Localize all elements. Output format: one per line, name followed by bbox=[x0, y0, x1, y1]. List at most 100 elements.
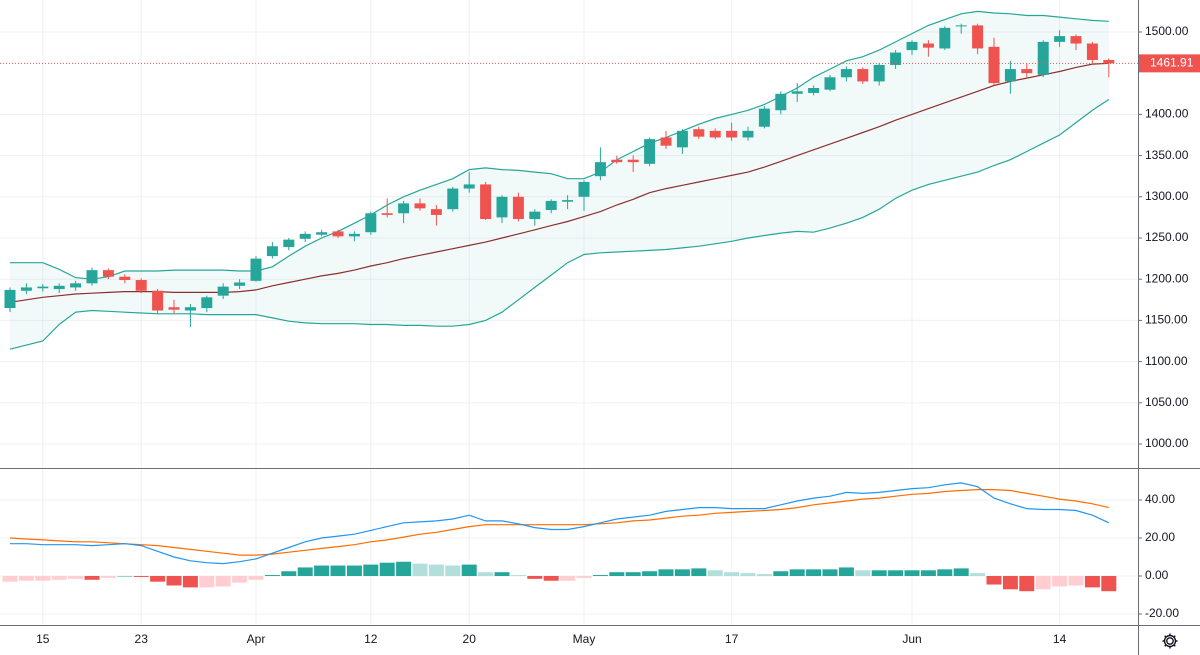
macd-line bbox=[10, 482, 1110, 565]
x-tick-label: 23 bbox=[135, 632, 149, 646]
x-tick-label: Apr bbox=[247, 632, 266, 646]
histogram-bar bbox=[461, 564, 477, 576]
histogram-bar bbox=[117, 575, 133, 577]
histogram-bar bbox=[248, 575, 264, 580]
candle-body bbox=[201, 297, 213, 309]
histogram-bar bbox=[445, 565, 461, 576]
candle-body bbox=[447, 188, 459, 210]
histogram-bar bbox=[35, 575, 51, 581]
candle-body bbox=[594, 162, 606, 177]
histogram-bar bbox=[2, 575, 18, 582]
histogram-bar bbox=[1019, 575, 1035, 592]
histogram-bar bbox=[871, 570, 887, 576]
candle-body bbox=[430, 209, 442, 215]
histogram-bar bbox=[1002, 575, 1018, 590]
histogram-bar bbox=[510, 575, 526, 576]
histogram-bar bbox=[478, 572, 494, 576]
x-tick-label: May bbox=[573, 632, 596, 646]
candle-body bbox=[168, 307, 180, 310]
candle-body bbox=[742, 130, 754, 138]
candle-body bbox=[496, 196, 508, 218]
histogram-bar bbox=[182, 575, 198, 588]
histogram-bar bbox=[609, 572, 625, 576]
histogram-bar bbox=[1068, 575, 1084, 586]
settings-icon[interactable] bbox=[1162, 633, 1178, 649]
histogram-bar bbox=[1101, 575, 1117, 592]
bollinger-fill bbox=[10, 11, 1109, 350]
histogram-bar bbox=[1084, 575, 1100, 588]
candle-body bbox=[152, 290, 164, 311]
x-tick-label: 12 bbox=[364, 632, 378, 646]
y-tick-label: 1350.00 bbox=[1145, 148, 1189, 162]
histogram-bar bbox=[379, 562, 395, 576]
histogram-bar bbox=[346, 565, 362, 576]
histogram-bar bbox=[428, 564, 444, 576]
histogram-bar bbox=[264, 575, 280, 576]
candle-body bbox=[463, 184, 475, 189]
candle-body bbox=[890, 52, 902, 65]
last-price-label: 1461.91 bbox=[1150, 56, 1194, 70]
candle-body bbox=[611, 159, 623, 163]
price-pane bbox=[0, 0, 1138, 468]
candle-body bbox=[972, 25, 984, 49]
candle-body bbox=[857, 69, 869, 82]
histogram-bar bbox=[543, 575, 559, 581]
histogram-bar bbox=[363, 564, 379, 576]
candle-body bbox=[414, 203, 426, 209]
candle-body bbox=[1054, 36, 1066, 42]
y-tick-label: 1300.00 bbox=[1145, 189, 1189, 203]
histogram-bar bbox=[658, 569, 674, 576]
candle-body bbox=[529, 211, 541, 220]
candle-body bbox=[217, 286, 229, 296]
signal-line bbox=[9, 489, 1109, 556]
candle-body bbox=[545, 200, 557, 210]
y-tick-label: 1000.00 bbox=[1145, 436, 1189, 450]
histogram-bar bbox=[314, 565, 330, 576]
histogram-bar bbox=[707, 570, 723, 576]
histogram-bar bbox=[396, 561, 412, 576]
macd-pane bbox=[0, 470, 1138, 625]
candle-body bbox=[70, 283, 82, 288]
candle-body bbox=[726, 130, 738, 138]
candle-body bbox=[676, 130, 688, 148]
histogram-bar bbox=[527, 575, 543, 579]
histogram-bar bbox=[970, 573, 986, 576]
histogram-bar bbox=[986, 575, 1002, 585]
y-tick-label: 20.00 bbox=[1145, 530, 1175, 544]
histogram-bar bbox=[855, 570, 871, 576]
candle-body bbox=[37, 286, 49, 289]
histogram-bar bbox=[281, 571, 297, 576]
histogram-bar bbox=[297, 567, 313, 576]
histogram-bar bbox=[330, 565, 346, 576]
histogram-bar bbox=[1052, 575, 1068, 587]
candle-body bbox=[644, 139, 656, 164]
histogram-bar bbox=[133, 575, 149, 577]
x-tick-label: 20 bbox=[463, 632, 477, 646]
candle-body bbox=[119, 276, 131, 281]
y-tick-label: 1250.00 bbox=[1145, 230, 1189, 244]
candle-body bbox=[988, 46, 1000, 84]
histogram-bar bbox=[51, 575, 67, 580]
candle-body bbox=[283, 239, 295, 248]
candle-body bbox=[332, 231, 344, 237]
histogram-bar bbox=[756, 574, 772, 576]
candle-body bbox=[693, 129, 705, 137]
candle-body bbox=[365, 213, 377, 233]
y-tick-label: 1100.00 bbox=[1145, 354, 1188, 368]
candle-body bbox=[86, 270, 98, 284]
candle-body bbox=[709, 130, 721, 138]
last-price-box bbox=[1139, 54, 1200, 73]
y-tick-label: 1500.00 bbox=[1145, 24, 1189, 38]
candle-body bbox=[562, 200, 574, 202]
candle-body bbox=[266, 246, 278, 257]
histogram-bar bbox=[822, 569, 838, 576]
histogram-bar bbox=[724, 572, 740, 576]
histogram-bar bbox=[888, 570, 904, 576]
candle-body bbox=[1037, 41, 1049, 75]
histogram-bar bbox=[920, 570, 936, 576]
histogram-bar bbox=[18, 575, 34, 581]
histogram-bar bbox=[691, 568, 707, 576]
